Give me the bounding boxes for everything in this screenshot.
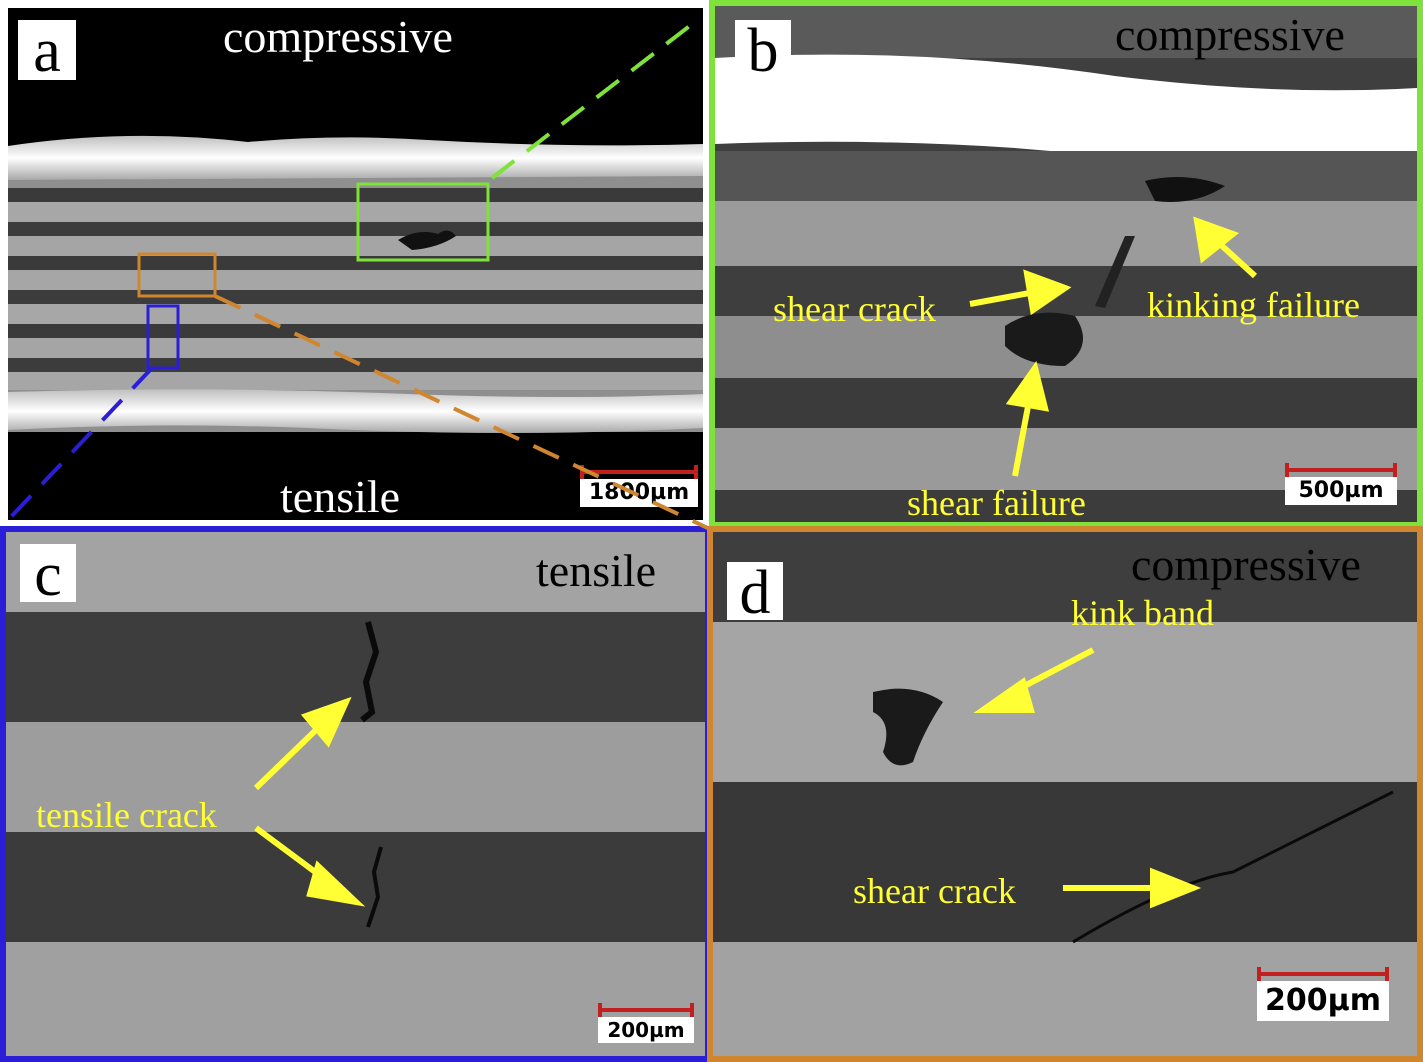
- panel-d-top-label: compressive: [1131, 538, 1361, 591]
- panel-c-scale-bar: 200µm: [598, 1008, 694, 1050]
- panel-c-letter: c: [20, 544, 76, 602]
- panel-a-bottom-label: tensile: [280, 470, 400, 520]
- panel-a-top-label: compressive: [223, 10, 453, 63]
- panel-a: a compressive tensile 1800µm: [8, 8, 703, 520]
- panel-b-annotation-shear-crack: shear crack: [773, 288, 936, 330]
- panel-a-scale-bar: 1800µm: [580, 470, 698, 512]
- panel-a-micrograph: [8, 8, 703, 520]
- ply-stripes: [8, 188, 703, 390]
- panel-c-annotation-tensile-crack: tensile crack: [36, 794, 217, 836]
- panel-d-annotation-shear-crack: shear crack: [853, 870, 1016, 912]
- panel-d-scale-bar: 200µm: [1257, 972, 1389, 1028]
- panel-b-scale-bar: 500µm: [1285, 468, 1397, 510]
- panel-d-annotation-kink-band: kink band: [1071, 592, 1214, 634]
- panel-c-top-label: tensile: [536, 544, 656, 597]
- panel-b-annotation-kinking-failure: kinking failure: [1147, 284, 1360, 326]
- panel-b-letter: b: [735, 20, 791, 78]
- panel-d: d compressive kink band shear crack 200µ…: [707, 526, 1423, 1062]
- panel-d-letter: d: [727, 562, 783, 620]
- panel-a-letter: a: [18, 20, 76, 80]
- panel-b: b compressive shear crack kinking failur…: [709, 0, 1423, 528]
- panel-b-micrograph: [715, 6, 1417, 522]
- panel-b-annotation-shear-failure: shear failure: [907, 482, 1086, 524]
- panel-b-top-label: compressive: [1115, 8, 1345, 61]
- panel-c: c tensile tensile crack 200µm: [0, 526, 711, 1062]
